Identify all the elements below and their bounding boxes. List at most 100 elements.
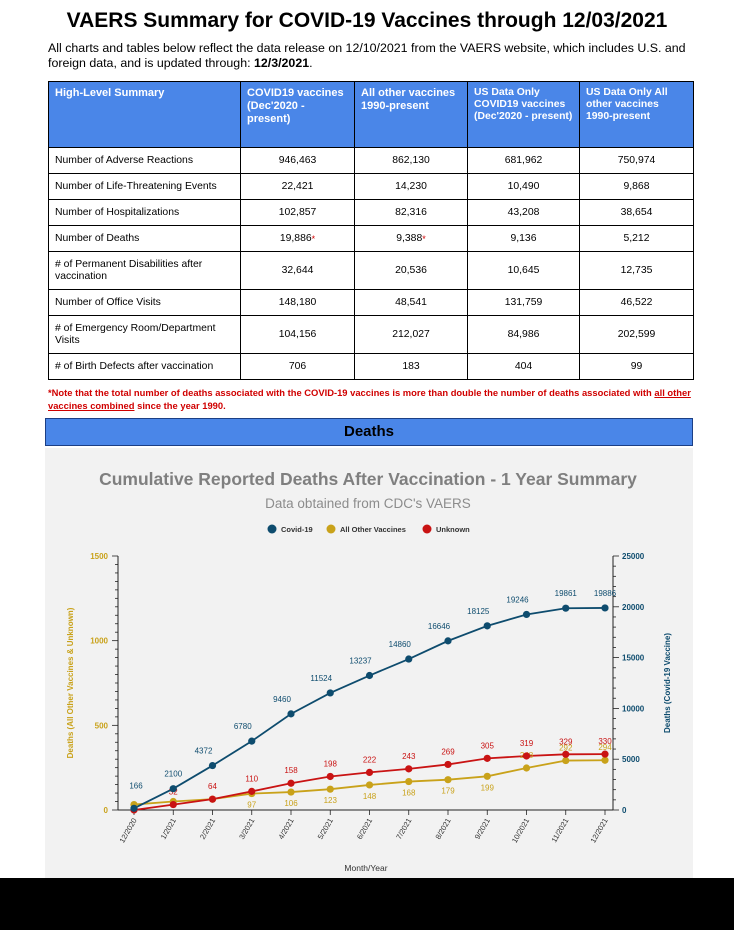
row-label: Number of Life-Threatening Events: [48, 173, 241, 200]
data-label: 18125: [467, 607, 490, 616]
data-point: [365, 768, 374, 777]
data-label: 19886: [594, 589, 617, 598]
data-label: 199: [481, 783, 495, 792]
data-point: [208, 761, 217, 770]
y-left-tick-label: 500: [95, 721, 109, 730]
data-point: [248, 737, 256, 745]
cell-value: 5,212: [579, 225, 694, 252]
asterisk-mark: *: [311, 233, 316, 244]
cell-value: 32,644: [240, 251, 355, 290]
data-point: [365, 781, 374, 789]
cell-value: 20,536: [354, 251, 468, 290]
cell-value: 148,180: [240, 289, 355, 316]
data-point: [562, 604, 570, 612]
data-label: 330: [598, 737, 612, 746]
row-label: # of Birth Defects after vaccination: [48, 353, 241, 380]
cell-value: 48,541: [354, 289, 468, 316]
data-label: 14860: [389, 640, 412, 649]
bottom-black-bar: [0, 878, 734, 930]
data-point: [601, 750, 609, 758]
data-label: 13237: [349, 657, 372, 666]
cell-value: 84,986: [467, 315, 580, 354]
cell-number: 9,388: [396, 232, 423, 244]
data-label: 123: [324, 796, 338, 805]
legend-label: All Other Vaccines: [340, 525, 406, 534]
y-left-tick-label: 1500: [90, 552, 108, 561]
cell-value: 43,208: [467, 199, 580, 226]
row-label: Number of Adverse Reactions: [48, 147, 241, 174]
data-label: 243: [402, 752, 416, 761]
x-tick-label: 1/2021: [159, 817, 178, 841]
data-label: 16646: [428, 622, 451, 631]
x-tick-label: 9/2021: [473, 817, 492, 841]
cell-value: 10,645: [467, 251, 580, 290]
data-label: 158: [284, 766, 298, 775]
data-point: [483, 772, 491, 780]
x-tick-label: 6/2021: [355, 817, 374, 841]
note-underlined: all other vaccines combined: [48, 387, 691, 411]
data-label: 4372: [195, 747, 213, 756]
y-axis-right-label: Deaths (Covid-19 Vaccine): [663, 633, 672, 733]
deaths-chart-panel: Cumulative Reported Deaths After Vaccina…: [45, 448, 693, 878]
intro-date: 12/3/2021: [253, 56, 310, 70]
cell-value: 212,027: [354, 315, 468, 354]
chart-legend: Covid-19 All Other Vaccines Unknown: [267, 524, 470, 534]
data-point: [562, 750, 570, 758]
x-tick-label: 10/2021: [510, 817, 531, 845]
chart-lines: [133, 607, 606, 811]
data-point: [522, 752, 531, 760]
intro-body: All charts and tables below reflect the …: [48, 41, 686, 70]
data-point: [130, 804, 138, 812]
data-point: [287, 710, 295, 718]
table-row: Number of Deaths 19,886* 9,388* 9,136 5,…: [48, 225, 694, 252]
table-row: Number of Adverse Reactions 946,463 862,…: [48, 147, 694, 174]
page-title: VAERS Summary for COVID-19 Vaccines thro…: [66, 9, 668, 32]
data-label: 179: [441, 787, 455, 796]
x-tick-label: 2/2021: [198, 817, 217, 841]
cell-value: 404: [467, 353, 580, 380]
x-tick-label: 5/2021: [316, 817, 335, 841]
series-line-covid-19: [133, 607, 606, 810]
data-point: [287, 788, 295, 796]
data-point: [169, 785, 177, 793]
data-label: 168: [402, 789, 416, 798]
row-label: # of Permanent Disabilities after vaccin…: [48, 251, 241, 290]
table-row: Number of Office Visits 148,180 48,541 1…: [48, 289, 694, 316]
section-heading-deaths: Deaths: [45, 418, 693, 446]
intro-text: All charts and tables below reflect the …: [48, 41, 688, 71]
header-all-other-vaccines: All other vaccines 1990-present: [354, 81, 468, 148]
data-point: [522, 764, 531, 772]
x-tick-label: 7/2021: [394, 817, 413, 841]
table-row: # of Birth Defects after vaccination 706…: [48, 353, 694, 380]
chart-title: Cumulative Reported Deaths After Vaccina…: [99, 469, 637, 489]
cell-value: 46,522: [579, 289, 694, 316]
cell-value: 681,962: [467, 147, 580, 174]
data-point: [483, 754, 491, 762]
y-left-tick-label: 1000: [90, 637, 108, 646]
data-label: 222: [363, 755, 377, 764]
x-tick-label: 11/2021: [549, 817, 570, 845]
cell-value: 19,886*: [240, 225, 355, 252]
data-point: [405, 777, 413, 786]
cell-value: 9,388*: [354, 225, 468, 252]
row-label: Number of Office Visits: [48, 289, 241, 316]
data-point: [405, 655, 413, 663]
x-tick-label: 8/2021: [433, 817, 452, 841]
chart-marks: 9710612314816817919924829229432641101581…: [129, 589, 617, 814]
data-point: [326, 689, 334, 697]
header-us-other-vaccines: US Data Only All other vaccines 1990-pre…: [579, 81, 694, 148]
asterisk-mark: *: [422, 233, 426, 244]
legend-marker: [267, 524, 277, 534]
legend-label: Covid-19: [281, 525, 313, 534]
y-right-tick-label: 5000: [622, 755, 640, 764]
data-point: [326, 772, 334, 781]
table-row: # of Permanent Disabilities after vaccin…: [48, 251, 694, 290]
cell-value: 12,735: [579, 251, 694, 290]
data-point: [208, 795, 217, 803]
x-tick-label: 12/2020: [117, 817, 138, 845]
cell-number: 19,886: [279, 232, 312, 244]
data-label: 11524: [310, 674, 332, 683]
data-label: 97: [247, 801, 256, 810]
cell-value: 750,974: [579, 147, 694, 174]
header-us-covid-vaccines: US Data Only COVID19 vaccines (Dec'2020 …: [467, 81, 580, 148]
